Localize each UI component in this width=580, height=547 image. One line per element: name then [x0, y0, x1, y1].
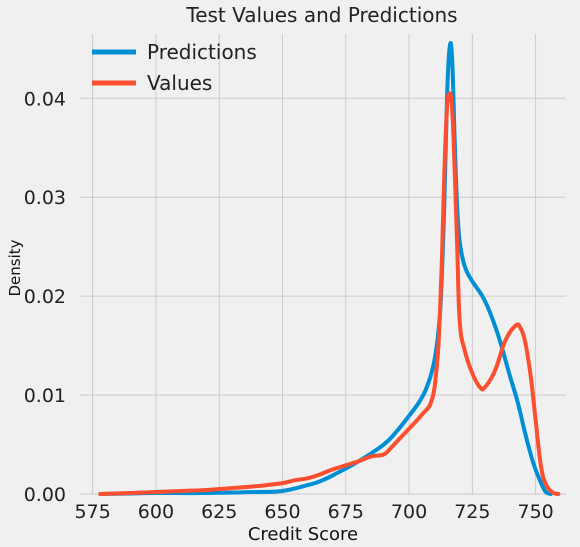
y-tick-label: 0.02	[24, 286, 66, 308]
x-tick-label: 700	[391, 501, 427, 523]
chart-title: Test Values and Predictions	[185, 3, 457, 27]
series-line-values	[98, 91, 561, 496]
x-tick-labels: 575 600 625 650 675 700 725 750	[75, 501, 554, 523]
x-tick-label: 575	[75, 501, 111, 523]
grid	[80, 34, 566, 495]
y-tick-label: 0.04	[24, 88, 66, 110]
plot-lines	[98, 41, 561, 496]
x-tick-label: 650	[264, 501, 300, 523]
y-tick-label: 0.00	[24, 484, 66, 506]
x-tick-label: 600	[138, 501, 174, 523]
x-axis-label: Credit Score	[248, 524, 358, 545]
series-line-predictions	[98, 41, 553, 496]
x-tick-label: 750	[517, 501, 553, 523]
x-tick-label: 675	[328, 501, 364, 523]
y-tick-label: 0.03	[24, 187, 66, 209]
legend-label: Predictions	[147, 40, 257, 64]
y-tick-label: 0.01	[24, 385, 66, 407]
y-tick-labels: 0.00 0.01 0.02 0.03 0.04	[24, 88, 66, 506]
x-tick-label: 725	[454, 501, 490, 523]
legend-label: Values	[147, 71, 212, 95]
y-axis-label: Density	[6, 239, 24, 296]
x-tick-label: 625	[201, 501, 237, 523]
legend: Predictions Values	[92, 40, 257, 95]
